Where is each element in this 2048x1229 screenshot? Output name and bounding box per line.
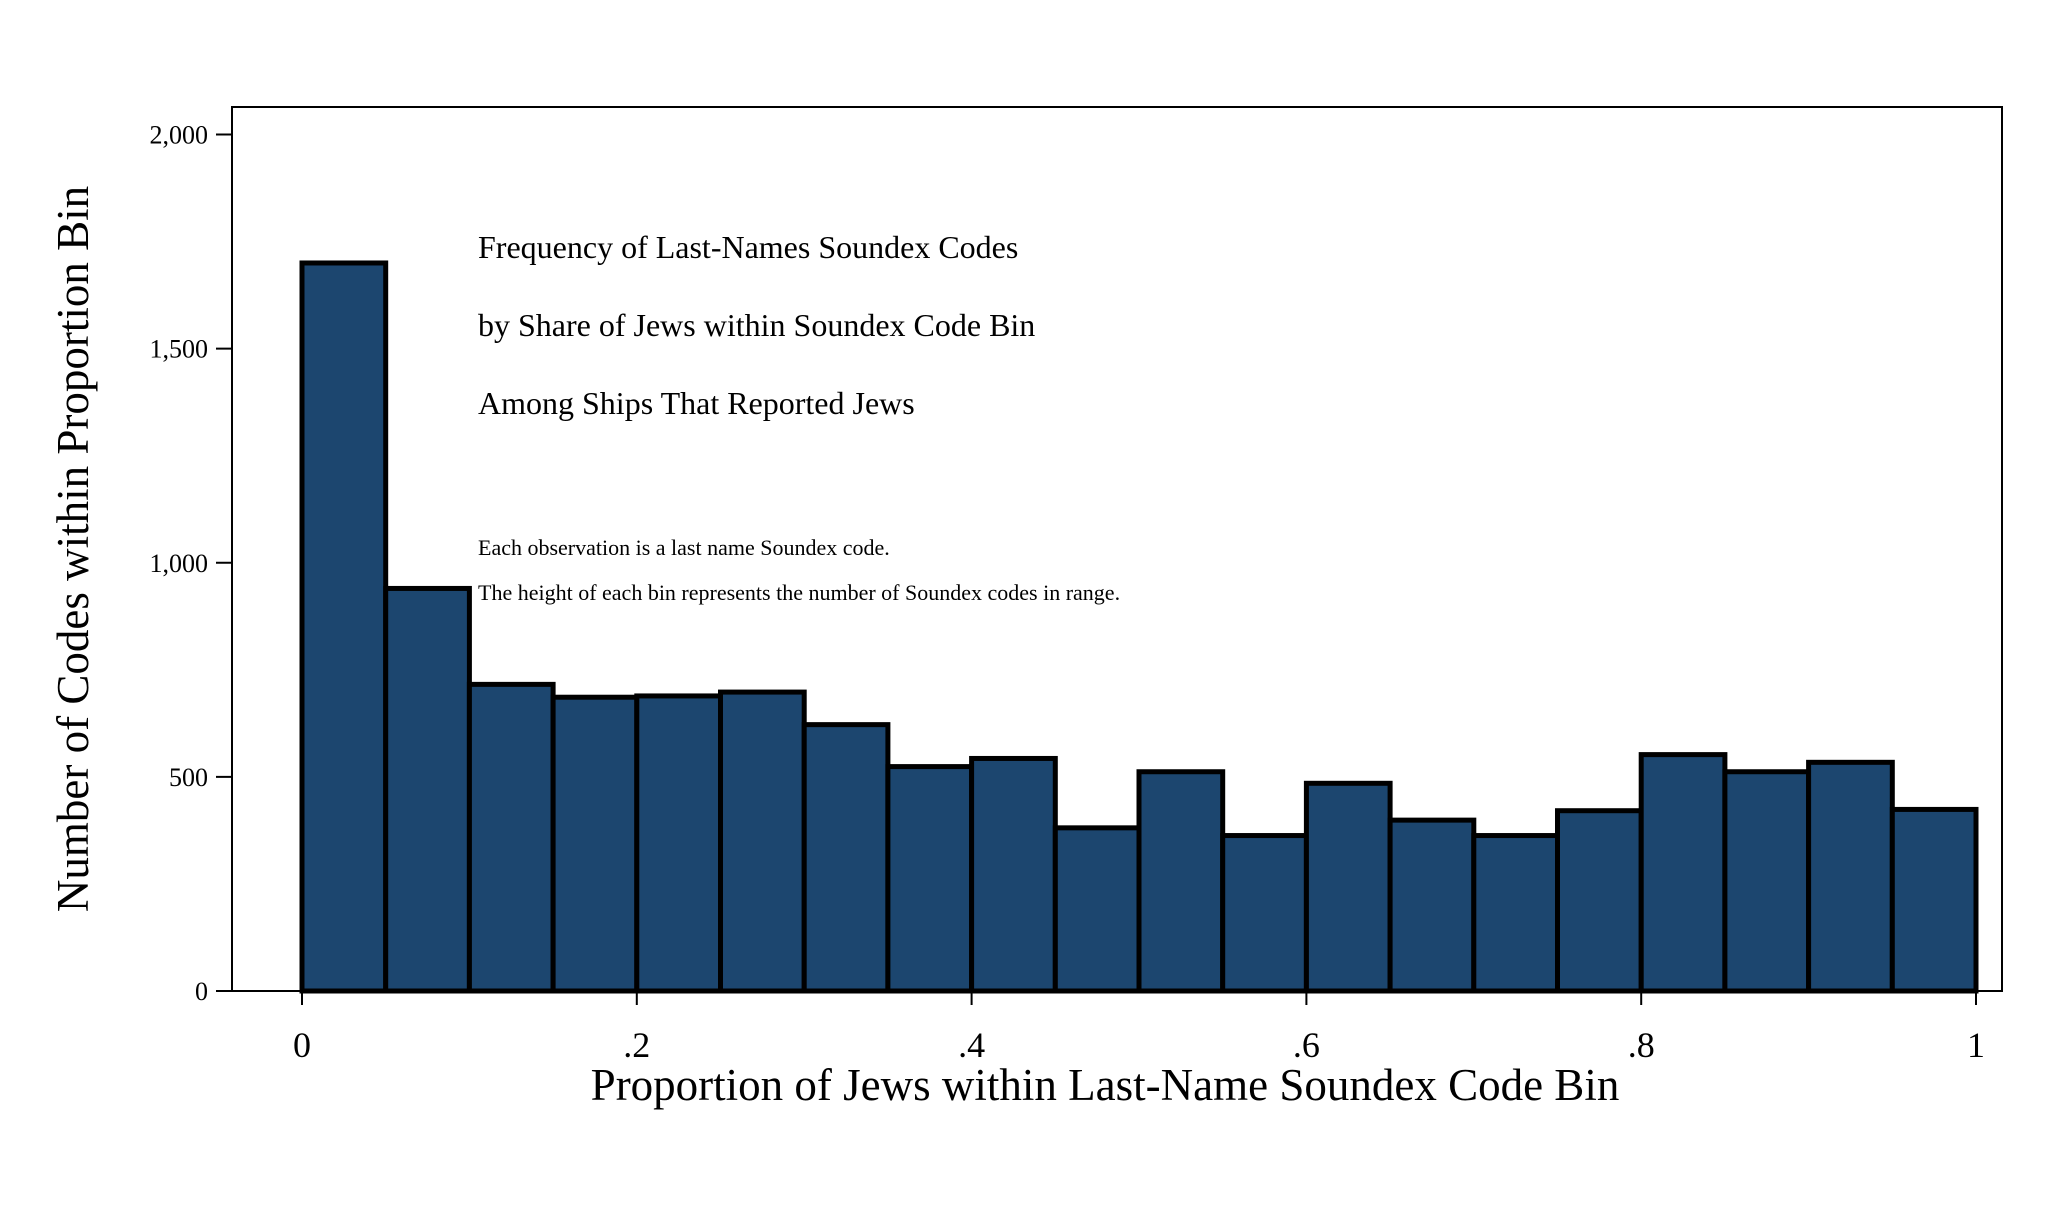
histogram-bar [383,585,472,994]
histogram-bar [466,681,556,994]
histogram-bar [1220,833,1309,994]
y-tick-label: 500 [169,763,208,792]
histogram-bar [634,693,723,994]
histogram-bar [1555,808,1644,994]
x-tick-label: 1 [1967,1025,1985,1065]
histogram-bar [1052,825,1142,994]
x-tick-label: .6 [1293,1025,1320,1065]
x-tick-label: 0 [293,1025,311,1065]
histogram-bar [1136,769,1226,994]
y-axis-label: Number of Codes within Proportion Bin [48,186,98,912]
chart-title-line-1: Frequency of Last-Names Soundex Codes [478,229,1018,265]
x-tick-label: .4 [958,1025,985,1065]
x-tick-label: .8 [1628,1025,1655,1065]
histogram-bar [801,722,891,994]
histogram-bar [969,755,1058,994]
histogram-bar [550,694,640,994]
chart-note-2: The height of each bin represents the nu… [478,580,1120,605]
x-axis-label: Proportion of Jews within Last-Name Soun… [591,1060,1620,1110]
chart-title-line-3: Among Ships That Reported Jews [478,385,915,421]
chart-title-line-2: by Share of Jews within Soundex Code Bin [478,307,1035,343]
y-tick-label: 1,500 [150,335,209,364]
x-tick-label: .2 [623,1025,650,1065]
histogram-bar [1638,752,1728,994]
histogram-bar [885,764,975,994]
histogram-bar [1722,769,1812,994]
chart-note-1: Each observation is a last name Soundex … [478,535,890,560]
histogram-bar [1806,759,1895,994]
histogram-bar [1889,806,1979,994]
histogram-bar [299,260,389,994]
histogram-bar [1303,780,1393,994]
histogram-bar [1471,833,1561,994]
histogram-bar [1387,817,1477,994]
y-tick-label: 2,000 [150,121,209,150]
y-tick-label: 1,000 [150,549,209,578]
y-tick-label: 0 [195,977,208,1006]
histogram-bar [718,689,807,994]
